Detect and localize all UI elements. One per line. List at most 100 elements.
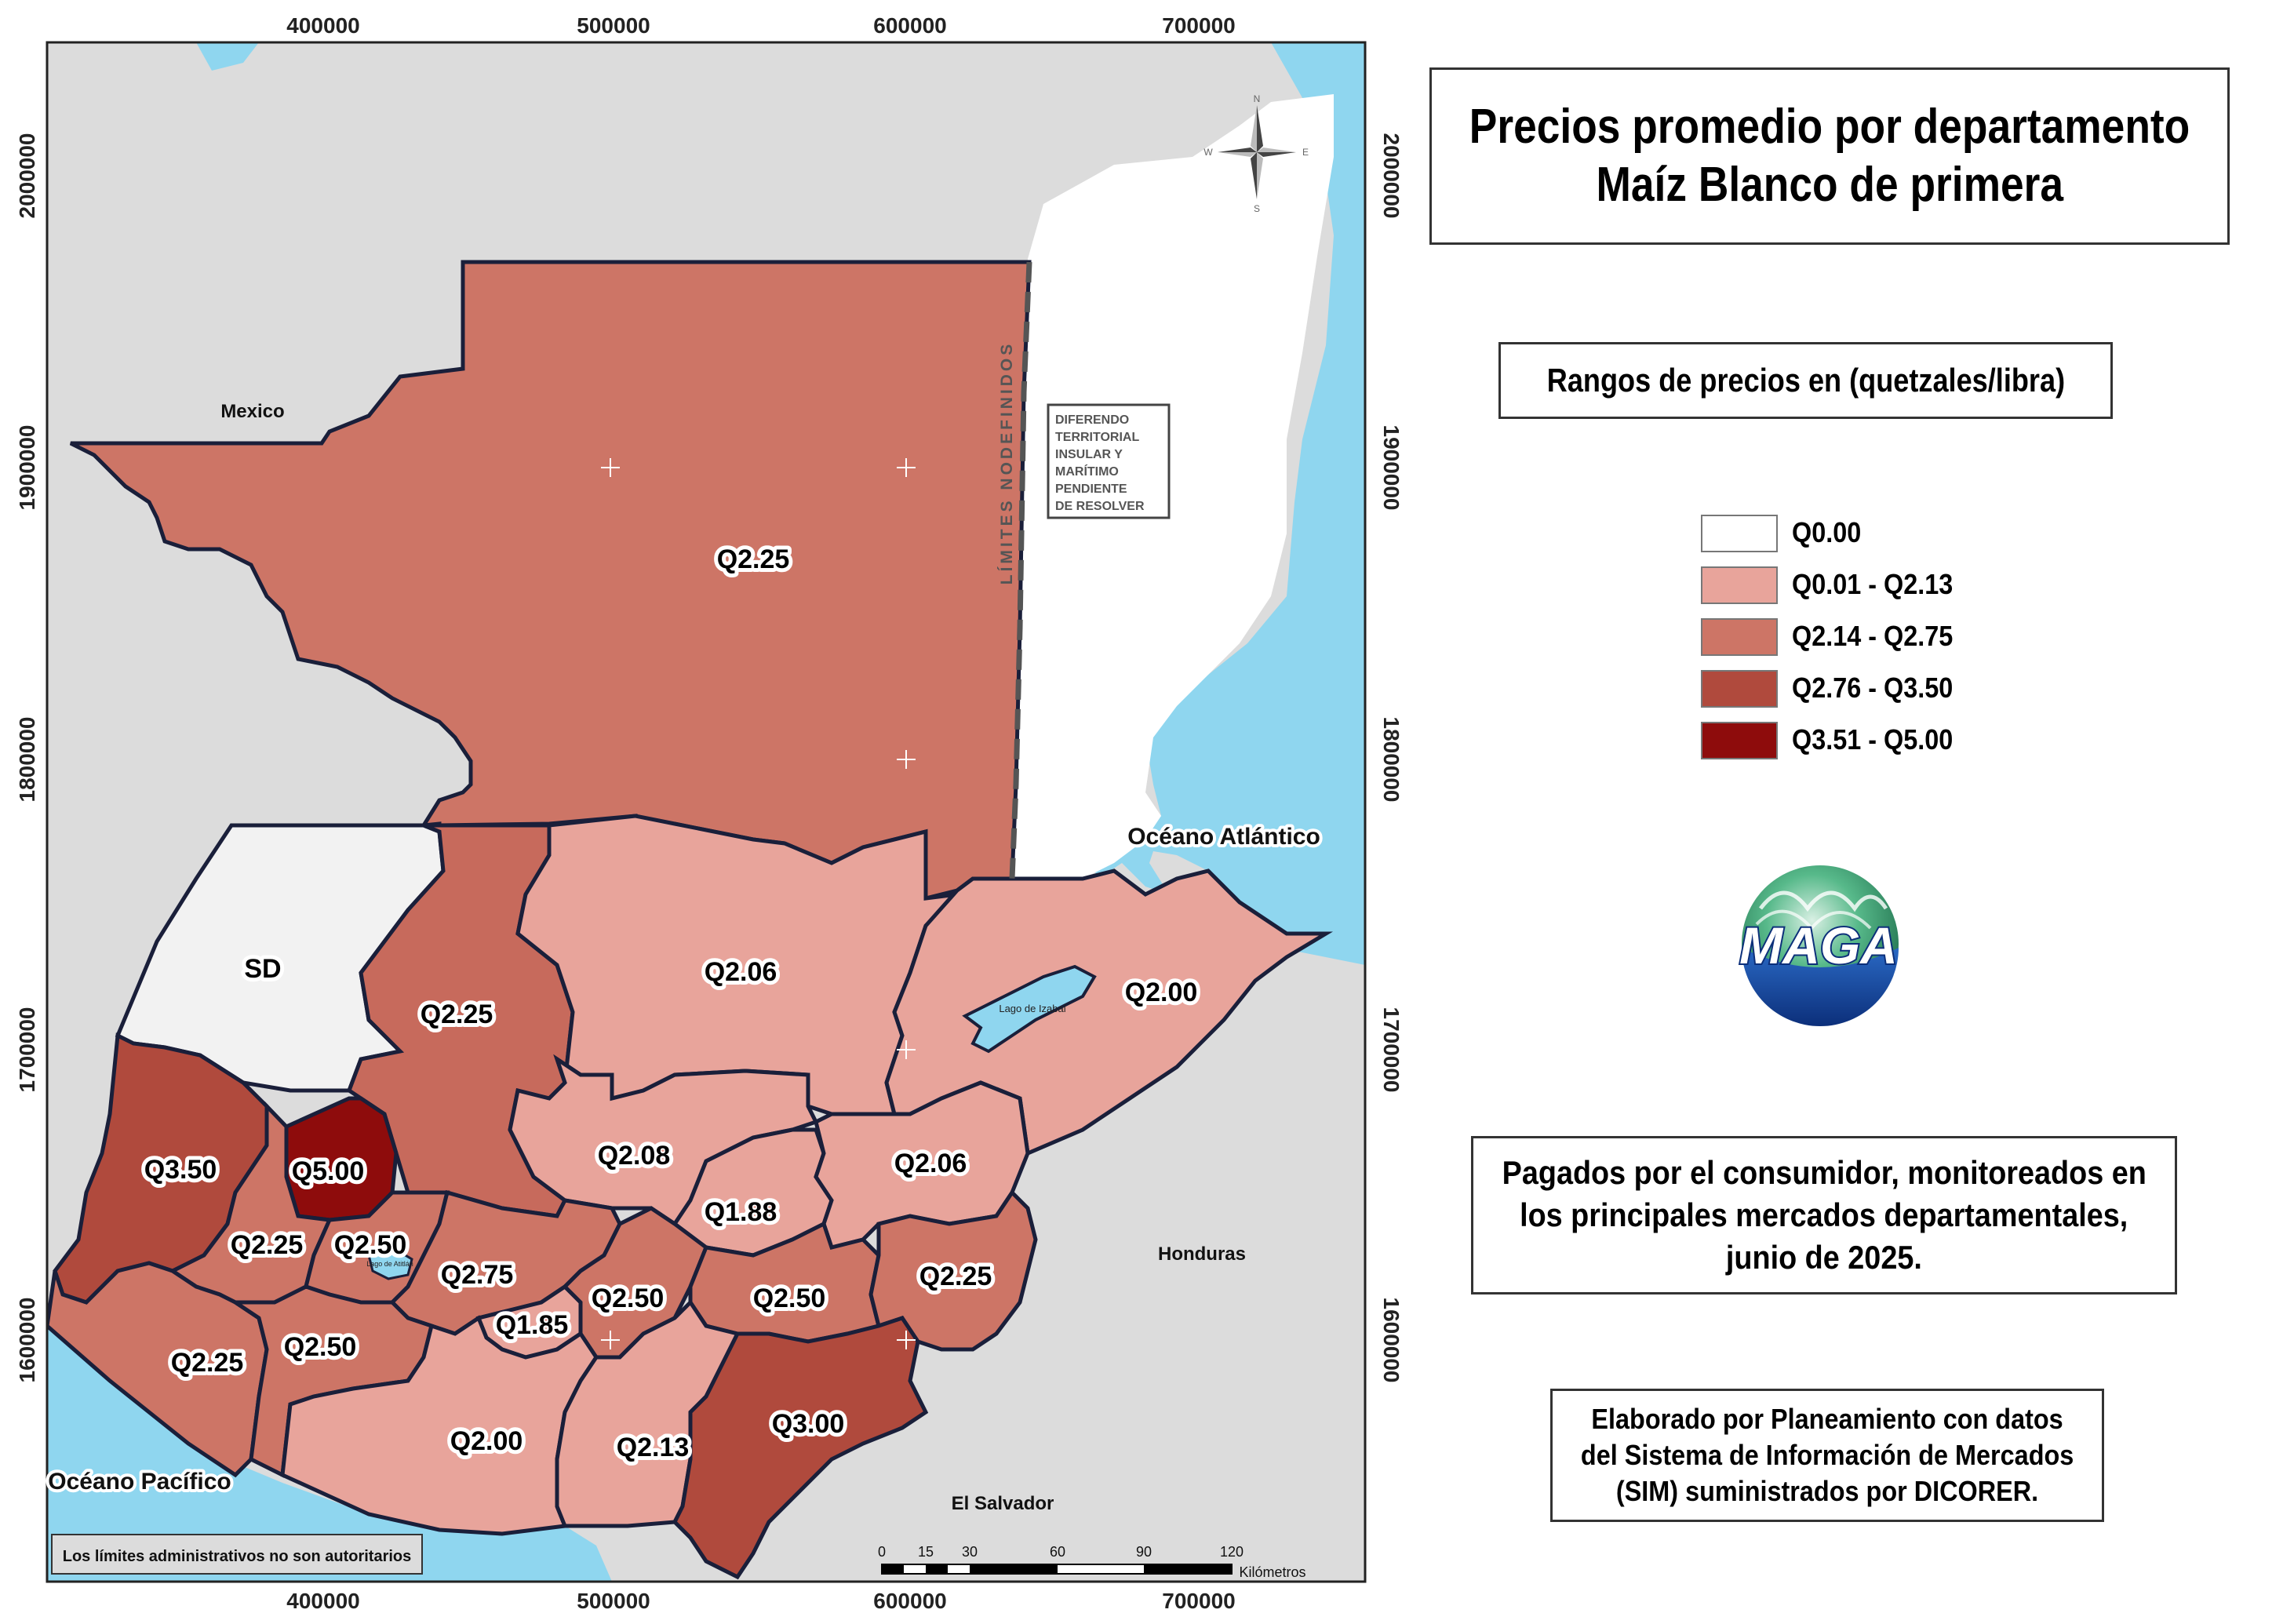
note-line-3: junio de 2025. bbox=[1725, 1239, 1922, 1276]
x-tick-bottom-500000: 500000 bbox=[577, 1589, 650, 1613]
y-tick-left-1700000: 1700000 bbox=[15, 1007, 39, 1092]
credit-line-2: del Sistema de Información de Mercados bbox=[1580, 1439, 2074, 1471]
label-lago-izabal: Lago de Izabal bbox=[999, 1003, 1065, 1014]
scale-unit: Kilómetros bbox=[1239, 1564, 1305, 1580]
label-limites-no-definidos: LÍMITES NODEFINIDOS bbox=[998, 341, 1016, 585]
title-line-2: Maíz Blanco de primera bbox=[1596, 158, 2063, 212]
y-tick-right-2000000: 2000000 bbox=[1379, 133, 1404, 218]
price-label-alta-verapaz: Q2.06 bbox=[705, 957, 777, 987]
legend-label: Q2.76 - Q3.50 bbox=[1792, 672, 1954, 704]
pacific-ocean bbox=[47, 1326, 612, 1582]
compass-rose-icon: N S E W bbox=[1203, 93, 1309, 214]
lake-atitlan bbox=[367, 1246, 413, 1280]
price-label-izabal: Q2.00 bbox=[1125, 978, 1198, 1007]
title-line-1: Precios promedio por departamento bbox=[1469, 100, 2190, 154]
scale-tick-15: 15 bbox=[918, 1544, 934, 1560]
dispute-line-4: MARÍTIMO bbox=[1055, 464, 1119, 479]
lake-top bbox=[196, 42, 259, 71]
label-honduras: Honduras bbox=[1158, 1243, 1246, 1265]
legend-swatch bbox=[1701, 566, 1778, 604]
compass-n: N bbox=[1254, 93, 1261, 104]
disclaimer-box: Los límites administrativos no son autor… bbox=[51, 1534, 423, 1575]
belize-area bbox=[1012, 94, 1334, 879]
label-oceano-pacifico: Océano Pacífico bbox=[48, 1469, 231, 1495]
label-lago-atitlan: Lago de Atitlán bbox=[366, 1260, 413, 1268]
credit-line-1: Elaborado por Planeamiento con datos bbox=[1591, 1403, 2063, 1435]
price-label-baja-verapaz: Q2.08 bbox=[598, 1141, 671, 1171]
price-label-quiche: Q2.25 bbox=[421, 1000, 493, 1029]
price-label-totonicapan: Q5.00 bbox=[292, 1156, 365, 1186]
scale-tick-120: 120 bbox=[1220, 1544, 1243, 1560]
region-chiquimula bbox=[868, 1189, 1038, 1352]
legend-swatch bbox=[1701, 515, 1778, 552]
price-label-huehuetenango: SD bbox=[244, 954, 281, 984]
label-el-salvador: El Salvador bbox=[952, 1493, 1054, 1514]
compass-e: E bbox=[1302, 147, 1309, 158]
scale-tick-0: 0 bbox=[878, 1544, 886, 1560]
price-label-san-marcos: Q3.50 bbox=[144, 1155, 217, 1185]
y-tick-left-1800000: 1800000 bbox=[15, 716, 39, 802]
y-tick-right-1800000: 1800000 bbox=[1379, 716, 1404, 802]
y-tick-right-1600000: 1600000 bbox=[1379, 1297, 1404, 1382]
title-box: Precios promedio por departamento Maíz B… bbox=[1429, 67, 2230, 245]
legend-heading: Rangos de precios en (quetzales/libra) bbox=[1546, 362, 2065, 399]
legend-swatch bbox=[1701, 722, 1778, 759]
price-label-peten: Q2.25 bbox=[717, 544, 790, 574]
disclaimer-text: Los límites administrativos no son autor… bbox=[63, 1548, 412, 1565]
scale-bar: 0 15 30 60 90 120 Kilómetros bbox=[878, 1544, 1306, 1580]
lake-izabal bbox=[962, 964, 1097, 1054]
y-tick-left-1900000: 1900000 bbox=[15, 424, 39, 510]
price-label-escuintla: Q2.00 bbox=[450, 1426, 523, 1456]
region-jutiapa bbox=[672, 1316, 929, 1580]
logo-text: MAGA bbox=[1739, 916, 1898, 974]
dispute-note: DIFERENDO TERRITORIAL INSULAR Y MARÍTIMO… bbox=[1047, 403, 1171, 519]
maga-logo: MAGA bbox=[1738, 865, 1899, 1026]
region-baja-verapaz bbox=[508, 1054, 819, 1227]
x-tick-bottom-700000: 700000 bbox=[1162, 1589, 1235, 1613]
compass-s: S bbox=[1254, 203, 1260, 214]
price-label-solola: Q2.50 bbox=[334, 1230, 407, 1260]
y-tick-left-1600000: 1600000 bbox=[15, 1297, 39, 1382]
legend-label: Q2.14 - Q2.75 bbox=[1792, 620, 1954, 652]
label-oceano-atlantico: Océano Atlántico bbox=[1127, 824, 1320, 850]
dispute-line-1: DIFERENDO bbox=[1055, 413, 1129, 427]
credit-line-3: (SIM) suministrados por DICORER. bbox=[1615, 1475, 2039, 1507]
label-mexico: Mexico bbox=[220, 401, 284, 422]
dispute-line-2: TERRITORIAL bbox=[1055, 431, 1139, 444]
price-label-santa-rosa: Q2.13 bbox=[617, 1433, 690, 1462]
belize-boundary bbox=[1009, 261, 1032, 879]
price-label-zacapa: Q2.06 bbox=[894, 1149, 967, 1178]
price-label-chiquimula: Q2.25 bbox=[919, 1262, 992, 1291]
scale-tick-60: 60 bbox=[1050, 1544, 1065, 1560]
legend-swatch bbox=[1701, 670, 1778, 708]
scale-tick-30: 30 bbox=[962, 1544, 978, 1560]
note-box: Pagados por el consumidor, monitoreados … bbox=[1471, 1136, 2177, 1294]
x-tick-bottom-400000: 400000 bbox=[286, 1589, 359, 1613]
legend-label: Q0.01 - Q2.13 bbox=[1792, 568, 1954, 600]
note-line-2: los principales mercados departamentales… bbox=[1520, 1196, 2128, 1233]
compass-w: W bbox=[1203, 147, 1213, 158]
dispute-line-5: PENDIENTE bbox=[1055, 482, 1127, 496]
price-label-el-progreso: Q1.88 bbox=[705, 1197, 777, 1227]
price-label-sacatepequez: Q1.85 bbox=[496, 1310, 569, 1340]
legend-swatch bbox=[1701, 618, 1778, 656]
y-tick-left-2000000: 2000000 bbox=[15, 133, 39, 218]
dispute-line-3: INSULAR Y bbox=[1055, 448, 1123, 461]
price-label-suchitepequez: Q2.50 bbox=[284, 1332, 357, 1362]
x-tick-top-500000: 500000 bbox=[577, 13, 650, 38]
legend-label: Q0.00 bbox=[1792, 516, 1862, 548]
price-label-quetzaltenango: Q2.25 bbox=[231, 1230, 304, 1260]
dispute-line-6: DE RESOLVER bbox=[1055, 500, 1145, 513]
graticule bbox=[601, 166, 1207, 1349]
region-izabal bbox=[884, 868, 1334, 1156]
scale-tick-90: 90 bbox=[1136, 1544, 1152, 1560]
region-escuintla bbox=[280, 1315, 599, 1536]
x-tick-bottom-600000: 600000 bbox=[873, 1589, 946, 1613]
x-tick-top-600000: 600000 bbox=[873, 13, 946, 38]
note-line-1: Pagados por el consumidor, monitoreados … bbox=[1502, 1154, 2147, 1191]
legend-heading-box: Rangos de precios en (quetzales/libra) bbox=[1498, 342, 2113, 419]
price-label-jutiapa: Q3.00 bbox=[772, 1409, 845, 1439]
x-tick-top-400000: 400000 bbox=[286, 13, 359, 38]
